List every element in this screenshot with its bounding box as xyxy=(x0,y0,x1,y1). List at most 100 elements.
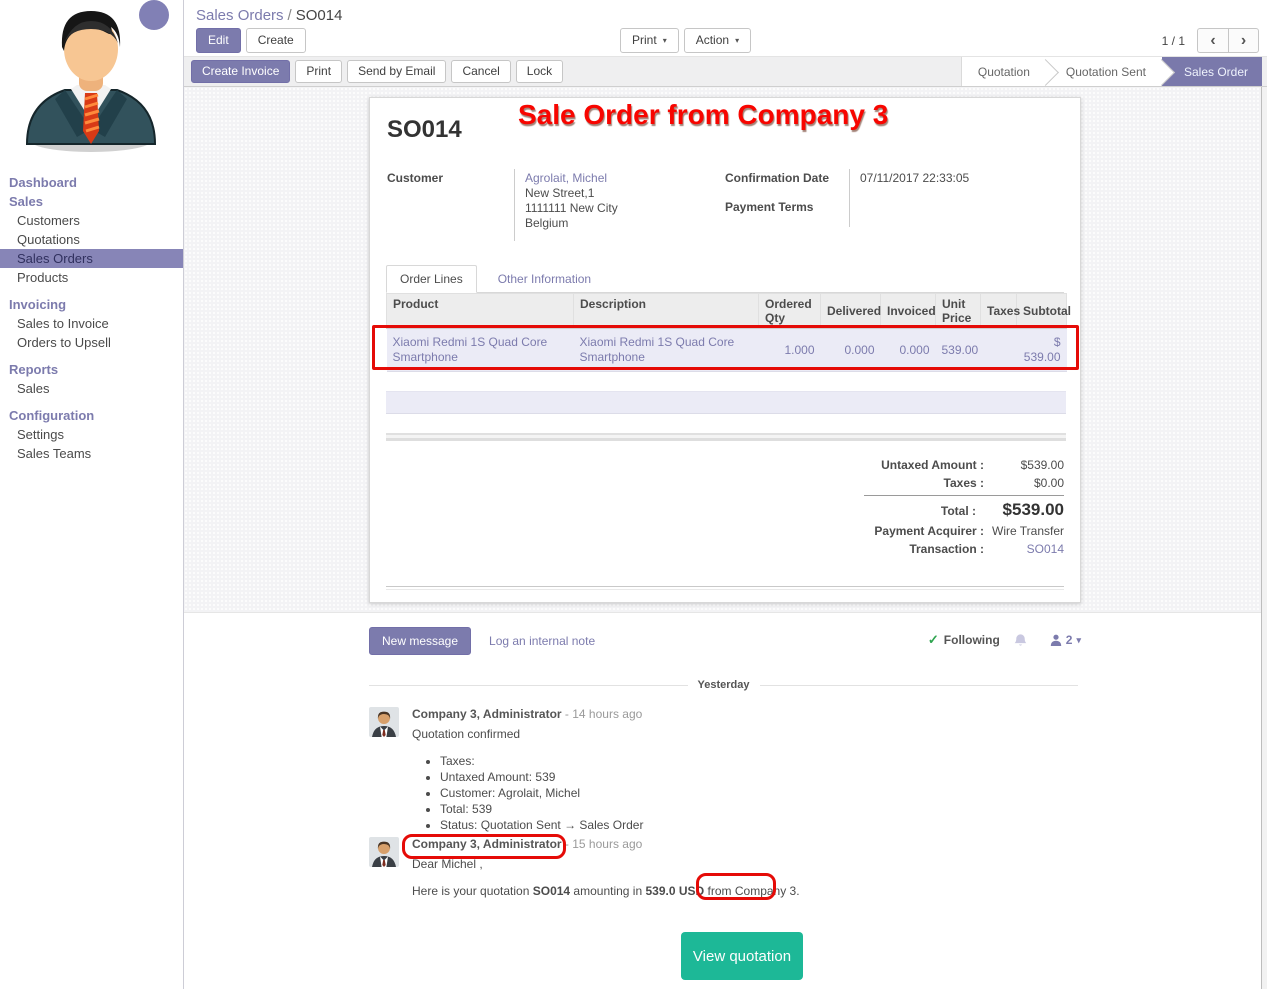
sidebar-header-reports[interactable]: Reports xyxy=(9,362,59,377)
sidebar-header-sales[interactable]: Sales xyxy=(9,194,43,209)
user-avatar xyxy=(15,0,169,160)
sidebar-item-quotations[interactable]: Quotations xyxy=(17,232,80,247)
print-dropdown-button[interactable]: Print ▾ xyxy=(620,28,679,53)
order-reference-title: SO014 xyxy=(387,116,462,143)
chevron-right-icon: › xyxy=(1240,31,1247,49)
topbar: Sales Orders / SO014 Edit Create Print ▾ Ac… xyxy=(184,0,1267,56)
order-info-group: Confirmation Date 07/11/2017 22:33:05 Pa… xyxy=(725,169,1060,227)
horizontal-scrollbar[interactable] xyxy=(386,433,1066,441)
status-circle xyxy=(139,0,169,30)
customer-group: Customer Agrolait, Michel New Street,1 1… xyxy=(387,169,717,241)
order-line-row[interactable]: Xiaomi Redmi 1S Quad Core Smartphone Xia… xyxy=(386,328,1067,372)
message-author-avatar[interactable] xyxy=(369,707,399,737)
followers-dropdown[interactable]: 2 ▾ xyxy=(1050,633,1081,647)
sidebar-item-sales-orders[interactable]: Sales Orders xyxy=(0,249,183,268)
lock-button[interactable]: Lock xyxy=(515,60,564,83)
log-internal-note-link[interactable]: Log an internal note xyxy=(489,634,596,648)
empty-order-line-row[interactable] xyxy=(386,391,1066,414)
sidebar-item-customers[interactable]: Customers xyxy=(17,213,80,228)
sidebar-item-settings[interactable]: Settings xyxy=(17,427,64,442)
customer-address: Agrolait, Michel New Street,1 1111111 Ne… xyxy=(514,169,717,241)
message-time: 14 hours ago xyxy=(572,707,643,721)
edit-button[interactable]: Edit xyxy=(196,28,241,53)
tracking-item: Total: 539 xyxy=(440,802,1078,816)
pager-previous-button[interactable]: ‹ xyxy=(1197,28,1228,53)
form-toolbar: Create Invoice Print Send by Email Cance… xyxy=(184,56,1267,87)
sidebar-header-configuration[interactable]: Configuration xyxy=(9,408,95,423)
caret-down-icon: ▾ xyxy=(662,36,667,45)
print-button[interactable]: Print xyxy=(295,60,343,83)
tab-other-information[interactable]: Other Information xyxy=(497,272,592,286)
cell-ordered-qty: 1.000 xyxy=(758,328,821,372)
send-by-email-button[interactable]: Send by Email xyxy=(347,60,447,83)
taxes-value: $0.00 xyxy=(1033,476,1064,490)
cell-product[interactable]: Xiaomi Redmi 1S Quad Core Smartphone xyxy=(386,328,574,372)
cancel-button[interactable]: Cancel xyxy=(451,60,511,83)
customer-street: New Street,1 xyxy=(525,186,595,200)
date-divider-label: Yesterday xyxy=(697,679,750,691)
breadcrumb-parent[interactable]: Sales Orders xyxy=(196,7,284,24)
sidebar-item-sales-teams[interactable]: Sales Teams xyxy=(17,446,92,461)
col-header-invoiced: Invoiced xyxy=(880,293,936,329)
status-step-sales-order[interactable]: Sales Order xyxy=(1161,57,1262,86)
totals-block: Untaxed Amount : $539.00 Taxes : $0.00 T… xyxy=(864,456,1064,558)
red-annotation-text: Sale Order from Company 3 xyxy=(518,99,889,130)
untaxed-amount-value: $539.00 xyxy=(1020,458,1064,472)
cell-description[interactable]: Xiaomi Redmi 1S Quad Core Smartphone xyxy=(573,328,759,372)
record-pager: 1 / 1 ‹ › xyxy=(1162,28,1259,53)
businessman-avatar-image xyxy=(15,3,167,160)
pager-count: 1 / 1 xyxy=(1161,33,1185,48)
bell-icon[interactable] xyxy=(1013,633,1028,648)
sidebar-item-products[interactable]: Products xyxy=(17,270,69,285)
customer-label: Customer xyxy=(387,171,444,185)
confirmation-date-value: 07/11/2017 22:33:05 xyxy=(849,169,1060,198)
tab-order-lines[interactable]: Order Lines xyxy=(386,265,477,293)
create-button[interactable]: Create xyxy=(245,28,306,53)
message-author[interactable]: Company 3, Administrator xyxy=(412,707,562,721)
sidebar-item-sales-to-invoice[interactable]: Sales to Invoice xyxy=(17,316,109,331)
tracking-item: Status: Quotation Sent → Sales Order xyxy=(440,818,1078,832)
customer-country: Belgium xyxy=(525,216,569,230)
payment-acquirer-label: Payment Acquirer : xyxy=(874,524,984,538)
sidebar-header-invoicing[interactable]: Invoicing xyxy=(9,297,67,312)
message-author-avatar[interactable] xyxy=(369,837,399,867)
col-header-unit-price: Unit Price xyxy=(935,293,981,329)
transaction-value-link[interactable]: SO014 xyxy=(1026,542,1064,556)
taxes-label: Taxes : xyxy=(943,476,984,490)
following-toggle[interactable]: ✓ Following xyxy=(928,632,1028,648)
transaction-label: Transaction : xyxy=(909,542,984,556)
action-dropdown-button[interactable]: Action ▾ xyxy=(683,28,752,53)
col-header-description: Description xyxy=(573,293,759,329)
breadcrumb-current: SO014 xyxy=(295,7,343,24)
tracking-item: Taxes: xyxy=(440,754,1078,768)
message-author[interactable]: Company 3, Administrator xyxy=(412,837,562,851)
new-message-button[interactable]: New message xyxy=(369,627,472,655)
sidebar-item-orders-to-upsell[interactable]: Orders to Upsell xyxy=(17,335,111,350)
chatter-follow-controls: ✓ Following 2 ▾ xyxy=(928,632,1081,648)
customer-city: 1111111 New City xyxy=(525,201,618,215)
customer-name-link[interactable]: Agrolait, Michel xyxy=(525,171,608,185)
author-photo xyxy=(369,837,399,867)
sale-order-sheet: SO014 Sale Order from Company 3 Customer… xyxy=(369,97,1081,603)
confirmation-date-label: Confirmation Date xyxy=(725,171,830,185)
create-invoice-button[interactable]: Create Invoice xyxy=(191,60,291,83)
status-step-quotation-sent[interactable]: Quotation Sent xyxy=(1045,57,1162,86)
view-quotation-button[interactable]: View quotation xyxy=(681,932,803,980)
author-photo xyxy=(369,707,399,737)
message-greeting: Dear Michel , xyxy=(412,857,483,871)
order-lines-table: Product Description Ordered Qty Delivere… xyxy=(386,293,1071,372)
follower-count: 2 xyxy=(1065,633,1073,647)
status-step-quotation[interactable]: Quotation xyxy=(961,57,1046,86)
sidebar-item-reports-sales[interactable]: Sales xyxy=(17,381,50,396)
vertical-scrollbar[interactable] xyxy=(1261,87,1267,989)
statusbar: Quotation Quotation Sent Sales Order xyxy=(960,57,1262,86)
tracking-changes-list: Taxes: Untaxed Amount: 539 Customer: Agr… xyxy=(440,754,1078,832)
untaxed-amount-label: Untaxed Amount : xyxy=(881,458,984,472)
pager-next-button[interactable]: › xyxy=(1228,28,1259,53)
cell-unit-price: 539.00 xyxy=(935,328,981,372)
message-body: Here is your quotation SO014 amounting i… xyxy=(412,884,800,898)
table-header-row: Product Description Ordered Qty Delivere… xyxy=(386,293,1071,329)
sidebar-header-dashboard[interactable]: Dashboard xyxy=(9,175,77,190)
toolbar-buttons: Create Invoice Print Send by Email Cance… xyxy=(191,60,564,83)
